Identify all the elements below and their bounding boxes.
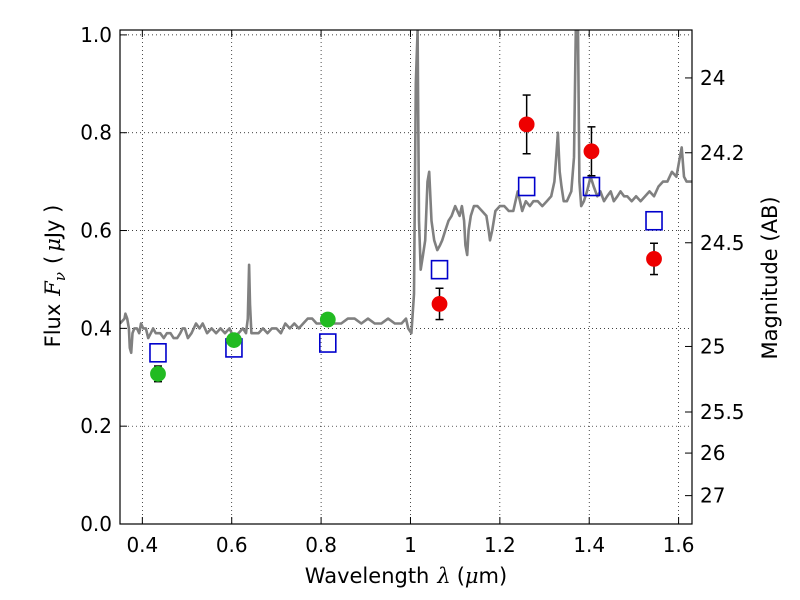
y-tick-label: 0.2 — [80, 414, 112, 438]
infrared-photometry-point — [646, 251, 662, 267]
optical-photometry-point — [150, 365, 166, 382]
y-tick-label: 1.0 — [80, 23, 112, 47]
y-tick-label: 0.6 — [80, 219, 112, 243]
model-photometry-point — [149, 343, 167, 363]
infrared-photometry-point — [518, 116, 535, 133]
axis-ticks: 0.4 0.6 0.8 1 1.2 1.4 1.6 0.0 0.2 0.4 0.6 0.8 1.0 24 2… — [80, 23, 744, 557]
grid-lines — [120, 30, 692, 525]
magnitude-tick-label: 25 — [700, 334, 725, 358]
observed-photometry-series — [150, 116, 662, 382]
spectrum-line — [120, 30, 692, 355]
model-photometry-point — [645, 210, 663, 231]
model-photometry-series — [149, 176, 663, 363]
magnitude-tick-label: 27 — [700, 484, 725, 508]
magnitude-tick-label: 24 — [700, 66, 725, 90]
model-photometry-point — [517, 176, 536, 197]
model-photometry-point — [430, 259, 449, 280]
spectrum-series — [120, 30, 692, 355]
optical-photometry-point — [319, 311, 336, 328]
x-tick-label: 0.6 — [216, 533, 248, 557]
magnitude-tick-label: 25.5 — [700, 400, 745, 424]
optical-photometry-point — [226, 332, 242, 348]
model-photometry-point — [318, 333, 337, 353]
magnitude-tick-label: 24.2 — [700, 141, 745, 165]
infrared-photometry-point — [431, 296, 448, 312]
x-tick-label: 1.6 — [663, 533, 695, 557]
x-tick-label: 1 — [404, 533, 417, 557]
x-tick-label: 0.4 — [126, 533, 158, 557]
magnitude-tick-label: 26 — [700, 441, 725, 465]
y-tick-label: 0.4 — [80, 316, 112, 340]
magnitude-axis-label: Magnitude (AB) — [758, 196, 782, 359]
plot-frame — [119, 29, 693, 525]
x-tick-label: 0.8 — [305, 533, 337, 557]
x-tick-label: 1.2 — [484, 533, 516, 557]
x-axis-label: Wavelength λ (μm) — [305, 564, 507, 588]
model-photometry-point — [582, 176, 601, 197]
y-tick-label: 0.8 — [80, 121, 112, 145]
y-tick-label: 0.0 — [80, 512, 112, 536]
x-tick-label: 1.4 — [573, 533, 605, 557]
magnitude-tick-label: 24.5 — [700, 231, 745, 255]
y-axis-label: FluxFν(μJy ) — [41, 205, 69, 348]
infrared-photometry-point — [583, 143, 600, 160]
